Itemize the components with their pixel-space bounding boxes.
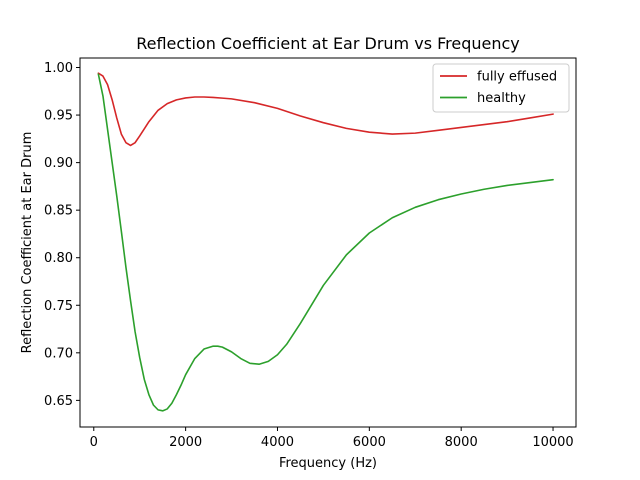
legend-label-0: fully effused xyxy=(477,70,557,85)
series-line-1 xyxy=(97,73,554,412)
legend: fully effused healthy xyxy=(432,63,570,113)
y-tick-label: 0.70 xyxy=(44,346,73,361)
y-axis-label: Reflection Coefficient at Ear Drum xyxy=(20,132,35,354)
plot-frame xyxy=(79,57,577,428)
legend-label-1: healthy xyxy=(477,91,526,106)
y-tick-label: 0.65 xyxy=(44,394,73,409)
x-axis: 0 2000 4000 6000 8000 10000 xyxy=(90,427,574,450)
chart-title: Reflection Coefficient at Ear Drum vs Fr… xyxy=(136,34,520,53)
x-tick-label: 8000 xyxy=(445,435,478,450)
x-tick-label: 4000 xyxy=(261,435,294,450)
y-tick-label: 1.00 xyxy=(44,61,73,76)
series-line-0 xyxy=(97,72,554,147)
y-axis: 0.65 0.70 0.75 0.80 0.85 0.90 0.95 1.00 xyxy=(44,61,80,409)
x-tick-label: 10000 xyxy=(532,435,573,450)
x-tick-label: 2000 xyxy=(169,435,202,450)
x-tick-label: 0 xyxy=(90,435,98,450)
y-tick-label: 0.75 xyxy=(44,299,73,314)
series-layer xyxy=(97,72,554,412)
y-tick-label: 0.85 xyxy=(44,204,73,219)
y-tick-label: 0.95 xyxy=(44,109,73,124)
y-tick-label: 0.80 xyxy=(44,251,73,266)
x-tick-label: 6000 xyxy=(353,435,386,450)
x-axis-label: Frequency (Hz) xyxy=(279,456,377,471)
y-tick-label: 0.90 xyxy=(44,156,73,171)
